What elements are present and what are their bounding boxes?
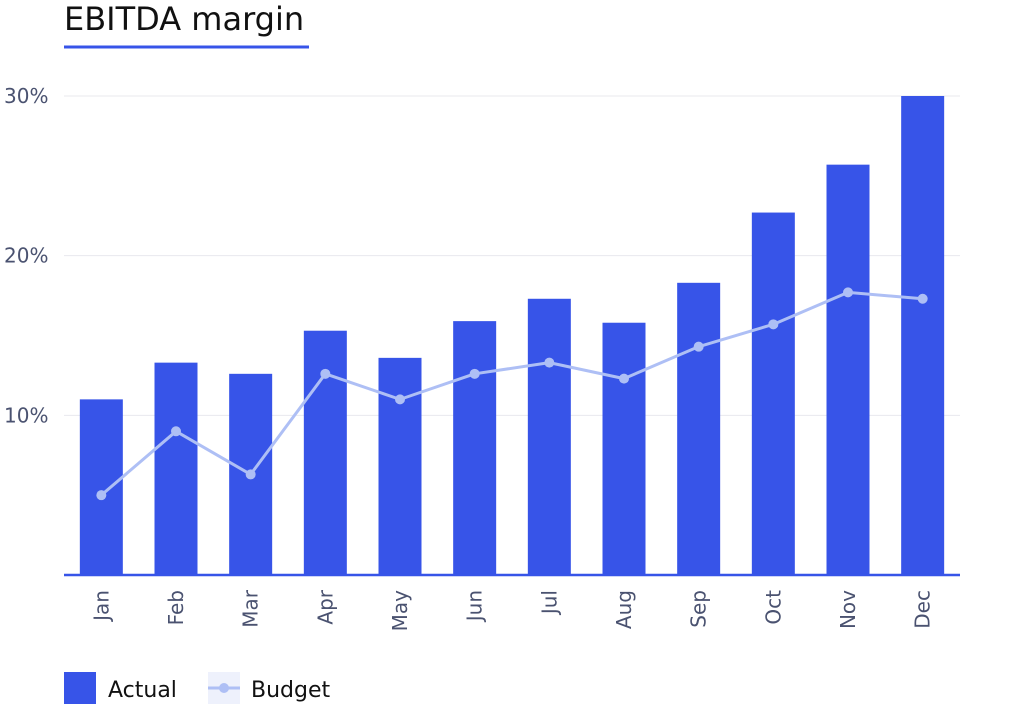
x-tick-label-aug: Aug (612, 590, 636, 629)
budget-point-may (395, 394, 405, 405)
budget-point-nov (843, 287, 853, 298)
x-tick-label-oct: Oct (761, 590, 785, 625)
x-axis-tick-labels: Jan Feb Mar Apr May Jun Jul Aug Sep Oct Nov Dec (89, 589, 934, 631)
budget-point-apr (320, 368, 331, 379)
legend-actual-swatch (64, 672, 96, 704)
x-tick-label-feb: Feb (164, 590, 188, 625)
budget-point-mar (245, 469, 256, 480)
budget-point-sep (693, 341, 704, 352)
legend: Actual Budget (64, 672, 331, 704)
bar-actual-aug (602, 322, 646, 575)
y-tick-label: 30% (4, 84, 48, 108)
budget-point-jul (544, 357, 555, 368)
bar-actual-oct (751, 212, 795, 575)
bar-actual-may (378, 357, 422, 575)
x-tick-label-apr: Apr (313, 589, 337, 624)
actual-bars (79, 96, 945, 575)
x-tick-label-dec: Dec (911, 590, 935, 629)
bar-actual-jan (79, 399, 123, 575)
legend-actual-label: Actual (108, 678, 177, 703)
budget-point-jan (96, 490, 107, 501)
gridlines (64, 95, 960, 416)
budget-point-jun (469, 368, 480, 379)
x-tick-label-sep: Sep (687, 590, 711, 628)
x-tick-label-mar: Mar (239, 589, 263, 628)
x-tick-label-jul: Jul (537, 590, 561, 616)
x-tick-label-jan: Jan (89, 590, 113, 623)
x-tick-label-may: May (388, 590, 412, 632)
bar-actual-nov (826, 164, 870, 575)
legend-budget-label: Budget (251, 678, 331, 703)
y-tick-label: 20% (4, 244, 48, 268)
chart-title: EBITDA margin (64, 0, 304, 38)
y-tick-label: 10% (4, 403, 48, 427)
legend-budget-marker (219, 683, 229, 693)
budget-line (100, 290, 923, 497)
budget-line-series (96, 287, 928, 501)
bar-actual-apr (303, 330, 347, 575)
budget-point-dec (917, 293, 928, 304)
bar-actual-dec (901, 96, 945, 575)
budget-point-aug (619, 373, 629, 384)
bar-actual-feb (154, 362, 198, 575)
y-axis-tick-labels: 10% 20% 30% (4, 84, 48, 427)
bar-actual-sep (677, 282, 721, 575)
bar-actual-jun (453, 321, 497, 575)
budget-point-oct (768, 319, 779, 330)
bar-actual-jul (527, 298, 571, 575)
x-tick-label-jun: Jun (463, 590, 487, 623)
budget-point-feb (171, 426, 181, 437)
x-tick-label-nov: Nov (836, 590, 860, 629)
